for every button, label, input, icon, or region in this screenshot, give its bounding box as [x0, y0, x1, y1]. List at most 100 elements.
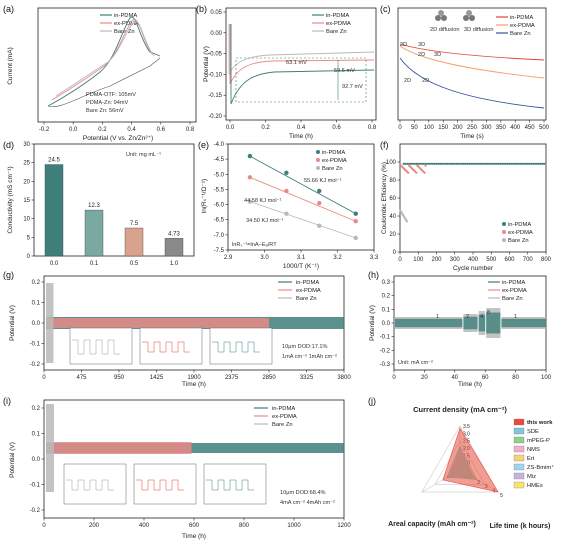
legend-i-in: in-PDMA	[272, 406, 295, 412]
y-tick-label: -7.0	[214, 233, 225, 239]
data-point	[415, 162, 418, 165]
y-tick-label: 0.1	[382, 307, 391, 313]
panel-c-3d-diffusion: 3D diffusion	[464, 27, 493, 33]
trace-bare	[46, 404, 54, 492]
x-tick-label: 2375	[225, 375, 239, 381]
data-point	[488, 162, 491, 165]
legend-g-bare: Bare Zn	[296, 296, 317, 302]
legend-swatch	[513, 436, 525, 444]
panel-h-legend: in-PDMA ex-PDMA Bare Zn	[488, 280, 527, 302]
legend-b-in: in-PDMA	[326, 13, 349, 19]
y-tick-label: -0.2	[30, 508, 41, 514]
data-point	[543, 162, 546, 165]
data-point	[479, 162, 482, 165]
legend-label: Miz	[527, 474, 536, 480]
data-point	[424, 164, 427, 167]
y-tick-label: -0.2	[380, 348, 391, 354]
trace-ex	[46, 442, 192, 454]
panel-e-ylabel: ln(Rₛ⁻¹/Ω⁻¹)	[201, 179, 208, 213]
inset-ex-trace	[142, 341, 190, 353]
panel-i-legend: in-PDMA ex-PDMA Bare Zn	[254, 406, 297, 428]
legend-e-ex-swatch	[316, 158, 320, 162]
data-point	[506, 162, 509, 165]
legend-f-bare-swatch	[502, 238, 506, 242]
panel-c-xticks: 0 50 100 150 200 250 300 350 400 450 500	[398, 120, 550, 131]
data-point	[455, 162, 458, 165]
panel-h-xticks: 0 20 40 60 80 100	[392, 370, 552, 381]
x-tick-label: 475	[76, 375, 87, 381]
panel-f-label: (f)	[380, 140, 389, 150]
crystal-dot	[438, 10, 444, 16]
y-tick-label: -0.1	[380, 335, 391, 341]
x-tick-label: 2850	[262, 375, 276, 381]
panel-i-ylabel: Potential (V)	[9, 442, 16, 478]
x-tick-label: 0.5	[130, 261, 139, 267]
panel-b-dashed-box	[235, 57, 367, 103]
panel-j-radar: 1.01.52.02.53.03.512345	[421, 424, 503, 499]
bar-value-label: 7.5	[130, 221, 139, 227]
y-tick-label: 5	[27, 235, 31, 241]
legend-c-bare: Bare Zn	[510, 31, 531, 37]
panel-e-legend: in-PDMA ex-PDMA Bare Zn	[316, 150, 347, 172]
x-tick-label: 100	[541, 375, 552, 381]
x-tick-label: 450	[525, 125, 536, 131]
panel-c-2d-diffusion: 2D diffusion	[430, 27, 459, 33]
radar-tick-label: 3.5	[463, 424, 470, 430]
panel-i-xticks: 0 200 400 600 800 1000 1200	[42, 518, 351, 529]
y-tick-label: 0.0	[32, 457, 41, 463]
data-point	[435, 162, 438, 165]
data-point	[448, 162, 451, 165]
legend-a-in: in-PDMA	[114, 13, 137, 19]
panel-g-xlabel: Time (h)	[182, 381, 206, 388]
panel-a-legend: in-PDMA ex-PDMA Bare Zn	[100, 13, 139, 35]
legend-swatch	[513, 454, 525, 462]
panel-e-equation: lnRₛ⁻¹=lnA−Eₐ/RT	[232, 242, 277, 248]
y-tick-label: 15	[23, 198, 30, 204]
trace-in	[486, 312, 501, 334]
radar-axis-current: Current density (mA cm⁻²)	[413, 405, 507, 414]
legend-a-bare: Bare Zn	[114, 29, 135, 35]
x-tick-label: 200	[89, 523, 100, 529]
data-point	[284, 188, 289, 194]
legend-b-ex: ex-PDMA	[326, 21, 351, 27]
panel-c-illustration: 2D diffusion 3D diffusion	[430, 10, 493, 33]
panel-h-rate-1b: 1	[514, 314, 517, 320]
x-tick-label: 200	[453, 125, 464, 131]
bar	[44, 164, 64, 257]
data-point	[468, 162, 471, 165]
panel-j-legend: this work SDE mPEG-P NMS Ert ZS-Bmim⁺ Miz HMEs	[513, 418, 554, 489]
x-tick-label: 0.2	[261, 125, 270, 131]
data-point	[402, 162, 405, 165]
legend-e-in-swatch	[316, 150, 320, 154]
legend-i-ex: ex-PDMA	[272, 414, 297, 420]
data-point	[530, 162, 533, 165]
data-point	[406, 162, 409, 165]
data-point	[541, 162, 544, 165]
data-point	[533, 162, 537, 165]
x-tick-label: 0.6	[332, 125, 341, 131]
legend-label: SDE	[527, 429, 539, 435]
data-point	[420, 162, 423, 165]
panel-h-label: (h)	[368, 270, 379, 280]
data-point	[510, 162, 513, 165]
x-tick-label: 500	[486, 257, 497, 263]
legend-swatch	[513, 463, 525, 471]
crystal-dot	[466, 10, 472, 16]
data-point	[404, 162, 407, 165]
x-tick-label: 1425	[150, 375, 164, 381]
x-tick-label: 0	[398, 125, 402, 131]
x-tick-label: 0.8	[368, 125, 377, 131]
legend-g-in: in-PDMA	[296, 280, 319, 286]
x-tick-label: 0.0	[69, 127, 78, 133]
x-tick-label: 200	[431, 257, 442, 263]
data-point	[508, 162, 511, 165]
y-tick-label: 40	[389, 214, 396, 220]
y-tick-label: 0.2	[32, 406, 41, 412]
x-tick-label: 3.1	[297, 255, 306, 261]
x-tick-label: 20	[421, 375, 428, 381]
x-tick-label: 60	[482, 375, 489, 381]
panel-a-xlabel: Potential (V vs. Zn/Zn²⁺)	[83, 135, 153, 142]
inset-bare	[69, 327, 133, 365]
y-tick-label: 0.1	[32, 432, 41, 438]
